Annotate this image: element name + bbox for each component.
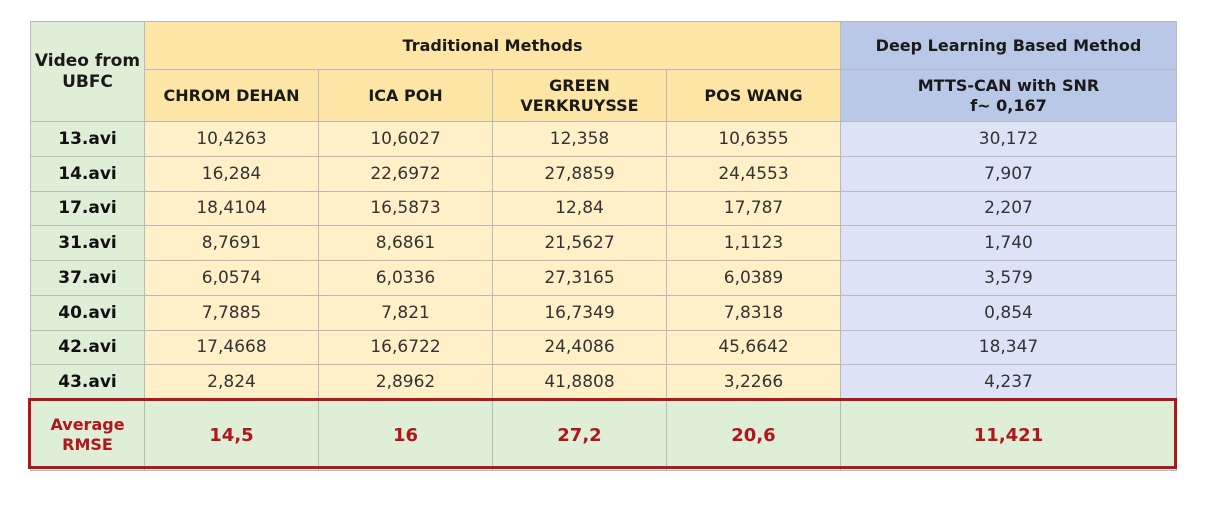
rmse-value-cell: 41,8808	[492, 364, 667, 400]
table-body: 13.avi 10,4263 10,6027 12,358 10,6355 30,172 1…	[30, 121, 1177, 400]
video-name-cell: 13.avi	[30, 121, 145, 157]
video-name-cell: 40.avi	[30, 294, 145, 331]
results-table-wrapper: Video from UBFC Traditional Methods Deep…	[28, 21, 1177, 471]
table-row: 42.avi 17,4668 16,6722 24,4086 45,6642 18,347	[30, 329, 1177, 366]
rmse-value-cell: 18,347	[840, 329, 1177, 366]
rmse-value-cell: 12,84	[492, 190, 667, 227]
rmse-value-cell: 2,207	[840, 190, 1177, 227]
rmse-value-cell: 8,6861	[318, 225, 493, 261]
rmse-value-cell: 17,787	[666, 190, 841, 227]
rmse-value-cell: 1,1123	[666, 225, 841, 261]
rmse-value-cell: 7,7885	[144, 294, 319, 331]
rmse-value-cell: 16,7349	[492, 294, 667, 331]
table-row: 13.avi 10,4263 10,6027 12,358 10,6355 30,172	[30, 121, 1177, 157]
rmse-value-cell: 7,8318	[666, 294, 841, 331]
video-name-cell: 43.avi	[30, 364, 145, 400]
video-name-cell: 14.avi	[30, 155, 145, 192]
rmse-value-cell: 2,824	[144, 364, 319, 400]
rmse-value-cell: 2,8962	[318, 364, 493, 400]
rmse-value-cell: 3,2266	[666, 364, 841, 400]
average-value: 14,5	[144, 399, 319, 471]
table-row: 17.avi 18,4104 16,5873 12,84 17,787 2,207	[30, 190, 1177, 227]
method-header-ica-poh: ICA POH	[318, 69, 493, 122]
rmse-value-cell: 3,579	[840, 260, 1177, 296]
video-name-cell: 17.avi	[30, 190, 145, 227]
rmse-value-cell: 24,4086	[492, 329, 667, 366]
rmse-value-cell: 6,0336	[318, 260, 493, 296]
video-name-cell: 31.avi	[30, 225, 145, 261]
table-row: 37.avi 6,0574 6,0336 27,3165 6,0389 3,579	[30, 260, 1177, 296]
rmse-value-cell: 21,5627	[492, 225, 667, 261]
rmse-value-cell: 6,0574	[144, 260, 319, 296]
mtts-can-frequency: f~ 0,167	[970, 95, 1047, 115]
method-header-green-verkruysse: GREEN VERKRUYSSE	[492, 69, 667, 122]
video-name-cell: 37.avi	[30, 260, 145, 296]
rmse-value-cell: 45,6642	[666, 329, 841, 366]
video-column-header-text: Video from UBFC	[34, 50, 141, 92]
average-rmse-label: Average RMSE	[30, 399, 145, 471]
rmse-value-cell: 16,6722	[318, 329, 493, 366]
rmse-value-cell: 7,821	[318, 294, 493, 331]
rmse-value-cell: 27,3165	[492, 260, 667, 296]
rmse-value-cell: 10,4263	[144, 121, 319, 157]
video-column-header: Video from UBFC	[30, 21, 145, 122]
method-header-chrom-dehan: CHROM DEHAN	[144, 69, 319, 122]
average-value: 20,6	[666, 399, 841, 471]
table-row: 43.avi 2,824 2,8962 41,8808 3,2266 4,237	[30, 364, 1177, 400]
average-value: 11,421	[840, 399, 1177, 471]
average-value: 27,2	[492, 399, 667, 471]
rmse-value-cell: 17,4668	[144, 329, 319, 366]
deep-learning-header: Deep Learning Based Method	[840, 21, 1177, 70]
rmse-value-cell: 30,172	[840, 121, 1177, 157]
rmse-value-cell: 22,6972	[318, 155, 493, 192]
rmse-value-cell: 8,7691	[144, 225, 319, 261]
rmse-value-cell: 6,0389	[666, 260, 841, 296]
table-row: 14.avi 16,284 22,6972 27,8859 24,4553 7,907	[30, 155, 1177, 192]
rmse-value-cell: 16,284	[144, 155, 319, 192]
rmse-value-cell: 27,8859	[492, 155, 667, 192]
average-value: 16	[318, 399, 493, 471]
rmse-value-cell: 10,6027	[318, 121, 493, 157]
mtts-can-label: MTTS-CAN with SNR	[917, 75, 1100, 95]
rmse-value-cell: 18,4104	[144, 190, 319, 227]
table-row: 31.avi 8,7691 8,6861 21,5627 1,1123 1,740	[30, 225, 1177, 261]
rmse-value-cell: 16,5873	[318, 190, 493, 227]
rmse-value-cell: 1,740	[840, 225, 1177, 261]
method-header-pos-wang: POS WANG	[666, 69, 841, 122]
rmse-value-cell: 0,854	[840, 294, 1177, 331]
rmse-value-cell: 7,907	[840, 155, 1177, 192]
rmse-value-cell: 4,237	[840, 364, 1177, 400]
rmse-value-cell: 12,358	[492, 121, 667, 157]
video-name-cell: 42.avi	[30, 329, 145, 366]
traditional-methods-header: Traditional Methods	[144, 21, 841, 70]
table-row: 40.avi 7,7885 7,821 16,7349 7,8318 0,854	[30, 294, 1177, 331]
method-header-mtts-can: MTTS-CAN with SNR f~ 0,167	[840, 69, 1177, 122]
rmse-value-cell: 10,6355	[666, 121, 841, 157]
rmse-results-table: Video from UBFC Traditional Methods Deep…	[30, 21, 1177, 471]
rmse-value-cell: 24,4553	[666, 155, 841, 192]
